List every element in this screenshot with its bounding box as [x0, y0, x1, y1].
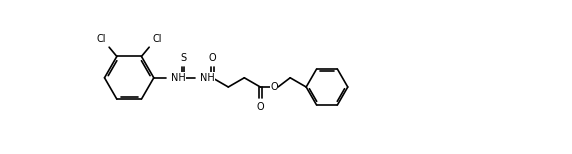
- Text: Cl: Cl: [152, 34, 162, 44]
- Text: O: O: [208, 53, 216, 63]
- Text: O: O: [256, 102, 264, 112]
- Text: O: O: [271, 82, 278, 92]
- Text: S: S: [180, 53, 186, 63]
- Text: NH: NH: [170, 73, 185, 83]
- Text: NH: NH: [200, 73, 214, 83]
- Text: Cl: Cl: [97, 34, 106, 44]
